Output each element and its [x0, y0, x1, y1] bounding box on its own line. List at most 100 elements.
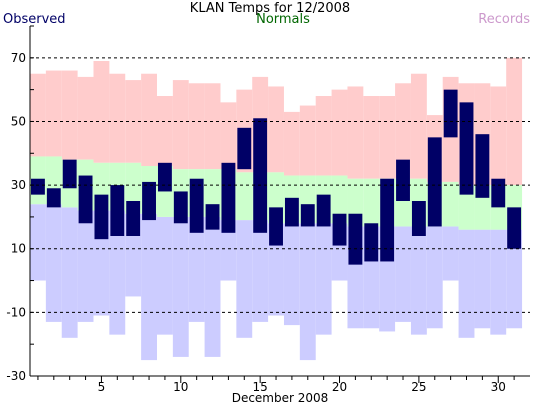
- labels-layer: KLAN Temps for 12/2008 Observed Normals …: [3, 1, 530, 405]
- observed-bar: [475, 134, 490, 198]
- observed-bar: [78, 175, 93, 224]
- record-low-bar: [395, 226, 411, 322]
- record-high-bar: [220, 102, 237, 170]
- observed-bar: [142, 181, 156, 221]
- gridlines-layer: [30, 57, 530, 313]
- record-low-bar: [45, 204, 62, 322]
- record-low-bar: [172, 216, 189, 357]
- observed-bar: [443, 89, 458, 138]
- normal-range-bar: [458, 185, 475, 230]
- record-high-bar: [299, 105, 316, 176]
- record-low-bar: [236, 220, 253, 338]
- record-high-bar: [490, 86, 507, 186]
- record-high-bar: [109, 73, 126, 163]
- observed-bar: [348, 213, 363, 265]
- record-low-bar: [442, 226, 459, 281]
- y-tick-label: -30: [6, 369, 26, 383]
- legend-records: Records: [478, 12, 530, 27]
- record-high-bar: [410, 73, 427, 179]
- record-high-bar: [395, 83, 411, 179]
- y-tick-label: 50: [11, 114, 26, 128]
- y-tick-label: -10: [6, 305, 26, 319]
- chart-title: KLAN Temps for 12/2008: [190, 1, 350, 16]
- record-high-bar: [156, 96, 173, 166]
- record-low-bar: [252, 220, 269, 322]
- record-high-bar: [93, 61, 110, 163]
- x-tick-label: 20: [332, 380, 347, 394]
- record-low-bar: [458, 229, 475, 338]
- record-high-bar: [77, 76, 94, 160]
- record-high-bar: [188, 83, 205, 170]
- record-high-bar: [204, 83, 221, 170]
- record-low-bar: [506, 229, 523, 329]
- record-high-bar: [315, 96, 332, 176]
- observed-bar: [205, 204, 220, 230]
- normal-range-bar: [363, 178, 380, 227]
- observed-bar: [300, 204, 315, 227]
- y-tick-label: 10: [11, 242, 26, 256]
- record-low-bar: [220, 220, 237, 281]
- record-low-bar: [474, 229, 491, 329]
- observed-bar: [411, 201, 426, 236]
- observed-bar: [221, 162, 236, 233]
- x-tick-label: 25: [411, 380, 426, 394]
- record-low-bar: [30, 204, 46, 281]
- legend-observed: Observed: [3, 12, 66, 27]
- record-low-bar: [156, 216, 173, 335]
- observed-bar: [110, 185, 125, 236]
- x-tick-label: 10: [173, 380, 188, 394]
- record-low-bar: [268, 223, 284, 316]
- observed-bar: [237, 127, 252, 170]
- record-high-bar: [61, 70, 78, 160]
- record-low-bar: [61, 207, 78, 338]
- observed-bar: [253, 118, 268, 233]
- observed-bar: [173, 191, 188, 224]
- observed-bar: [427, 137, 442, 227]
- observed-bar: [507, 207, 522, 249]
- record-low-bar: [141, 213, 157, 361]
- y-tick-label: 30: [11, 178, 26, 192]
- observed-bar: [364, 223, 379, 262]
- record-low-bar: [315, 223, 332, 335]
- legend-normals: Normals: [256, 12, 310, 27]
- observed-bar: [396, 159, 410, 201]
- record-high-bar: [172, 80, 189, 170]
- observed-bar: [189, 178, 204, 233]
- observed-layer: [31, 89, 522, 265]
- record-high-bar: [30, 73, 46, 157]
- record-low-bar: [426, 226, 443, 329]
- normal-range-bar: [331, 175, 348, 224]
- record-high-bar: [379, 96, 396, 179]
- record-high-bar: [506, 57, 523, 186]
- observed-bar: [316, 194, 331, 227]
- observed-bar: [269, 207, 283, 246]
- record-low-bar: [490, 229, 507, 335]
- record-high-bar: [331, 89, 348, 176]
- observed-bar: [491, 178, 506, 208]
- observed-bar: [332, 213, 347, 246]
- x-tick-label: 5: [98, 380, 106, 394]
- record-high-bar: [45, 70, 62, 157]
- observed-bar: [31, 178, 45, 195]
- observed-bar: [62, 159, 77, 189]
- observed-bar: [94, 194, 109, 240]
- record-low-bar: [283, 223, 300, 326]
- observed-bar: [46, 188, 61, 208]
- record-high-bar: [283, 111, 300, 176]
- normal-range-bar: [236, 172, 253, 221]
- record-high-bar: [141, 73, 157, 166]
- record-low-bar: [188, 216, 205, 322]
- record-low-bar: [204, 216, 221, 357]
- observed-bar: [284, 197, 299, 227]
- record-high-bar: [347, 86, 364, 179]
- record-high-bar: [363, 96, 380, 179]
- observed-bar: [126, 201, 141, 236]
- record-low-bar: [77, 210, 94, 322]
- normal-range-bar: [442, 181, 459, 227]
- x-tick-label: 30: [491, 380, 506, 394]
- record-high-bar: [268, 86, 284, 173]
- observed-bar: [380, 178, 395, 262]
- x-tick-label: 15: [253, 380, 268, 394]
